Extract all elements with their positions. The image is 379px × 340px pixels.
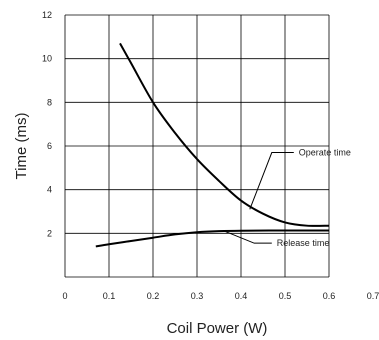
x-tick-labels: 0 0.1 0.2 0.3 0.4 0.5 0.6 0.7: [62, 291, 379, 301]
y-tick-label: 2: [47, 228, 52, 238]
annotations: Operate time Release time: [223, 148, 351, 248]
grid: [64, 14, 330, 278]
x-tick-label: 0.1: [103, 291, 116, 301]
x-axis-title: Coil Power (W): [167, 320, 268, 337]
x-tick-label: 0.5: [279, 291, 292, 301]
x-tick-label: 0.4: [235, 291, 248, 301]
operate-time-line: [119, 42, 330, 227]
operate-time-leader: [249, 152, 294, 210]
release-time-leader: [223, 230, 272, 244]
x-tick-label: 0: [62, 291, 67, 301]
y-tick-label: 10: [42, 54, 52, 64]
release-time-label: Release time: [277, 238, 330, 248]
y-tick-label: 8: [47, 97, 52, 107]
operate-time-label: Operate time: [299, 148, 351, 158]
x-tick-label: 0.2: [147, 291, 160, 301]
x-tick-label: 0.3: [191, 291, 204, 301]
series-lines: [95, 42, 330, 248]
x-tick-label: 0.6: [323, 291, 336, 301]
release-time-line: [95, 229, 330, 248]
y-axis-title: Time (ms): [13, 113, 30, 180]
x-tick-label: 0.7: [367, 291, 379, 301]
y-tick-label: 6: [47, 141, 52, 151]
y-tick-labels: 2 4 6 8 10 12: [42, 10, 52, 238]
y-tick-label: 12: [42, 10, 52, 20]
y-tick-label: 4: [47, 185, 52, 195]
